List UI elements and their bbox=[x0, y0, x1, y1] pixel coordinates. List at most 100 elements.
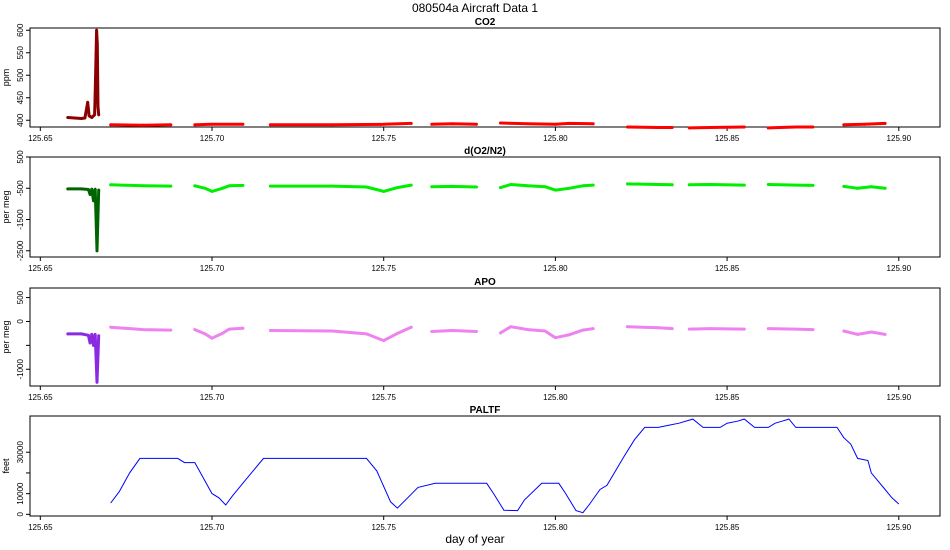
data-point bbox=[794, 327, 798, 331]
data-point bbox=[842, 123, 846, 127]
data-point bbox=[543, 329, 547, 333]
data-point bbox=[109, 325, 113, 329]
data-segment bbox=[626, 182, 674, 187]
x-tick-label: 125.70 bbox=[200, 523, 225, 532]
data-point bbox=[87, 188, 90, 191]
y-tick-label: 500 bbox=[16, 150, 25, 164]
data-point bbox=[567, 122, 571, 125]
y-tick-label: -1500 bbox=[16, 209, 25, 230]
data-point bbox=[670, 327, 674, 330]
data-point bbox=[93, 187, 97, 191]
data-point bbox=[657, 183, 660, 186]
data-point bbox=[451, 185, 454, 188]
panel-3: APO per meg 125.65 125.70 125.75 125.80 125.85… bbox=[1, 277, 941, 402]
data-segment bbox=[109, 325, 173, 332]
data-point bbox=[80, 332, 83, 336]
x-tick-label: 125.80 bbox=[543, 393, 568, 402]
y-tick-label: 500 bbox=[16, 68, 25, 82]
data-point bbox=[193, 123, 197, 127]
data-segment bbox=[430, 122, 478, 126]
data-segment bbox=[430, 184, 478, 189]
x-tick-label: 125.90 bbox=[887, 393, 912, 402]
data-point bbox=[203, 186, 207, 190]
data-point bbox=[169, 123, 173, 127]
data-point bbox=[210, 336, 214, 340]
data-point bbox=[330, 329, 334, 333]
y-tick-label: 500 bbox=[16, 290, 25, 304]
data-point bbox=[581, 328, 585, 332]
plot-frame bbox=[29, 415, 941, 517]
data-point bbox=[73, 116, 76, 120]
panel-2: d(O2/N2) per meg 125.65 125.70 125.75 125.80 1… bbox=[1, 146, 941, 273]
data-point bbox=[90, 333, 94, 336]
data-segment bbox=[687, 125, 746, 130]
x-tick-label: 125.75 bbox=[371, 523, 396, 532]
y-tick-label: -500 bbox=[16, 180, 25, 197]
data-point bbox=[591, 327, 595, 330]
data-segment bbox=[268, 183, 413, 193]
y-tick-label: 600 bbox=[16, 23, 25, 37]
data-point bbox=[766, 183, 770, 186]
data-segment bbox=[268, 325, 413, 343]
y-axis-label: per meg bbox=[1, 320, 11, 353]
data-point bbox=[708, 126, 712, 129]
x-axis-label: day of year bbox=[445, 532, 504, 546]
data-point bbox=[93, 113, 96, 117]
data-point bbox=[670, 126, 674, 129]
plot-frame bbox=[29, 27, 941, 128]
data-point bbox=[409, 122, 413, 125]
data-point bbox=[567, 333, 571, 337]
data-point bbox=[141, 328, 145, 331]
data-segment bbox=[842, 184, 887, 190]
data-point bbox=[269, 123, 272, 127]
data-point bbox=[883, 186, 887, 190]
data-segment bbox=[766, 125, 815, 130]
data-point bbox=[97, 188, 101, 192]
data-segment bbox=[626, 125, 674, 129]
data-point bbox=[141, 123, 145, 127]
panel-title: APO bbox=[474, 277, 496, 288]
data-point bbox=[109, 123, 113, 127]
data-point bbox=[92, 344, 95, 347]
x-tick-label: 125.85 bbox=[715, 134, 740, 143]
plot-frame bbox=[29, 287, 941, 387]
data-segment bbox=[66, 187, 101, 253]
data-point bbox=[526, 184, 530, 188]
data-point bbox=[687, 126, 691, 130]
data-point bbox=[430, 122, 434, 126]
data-point bbox=[708, 327, 712, 330]
data-point bbox=[567, 186, 571, 190]
data-point bbox=[526, 122, 530, 126]
data-segment bbox=[766, 183, 815, 187]
data-point bbox=[95, 42, 99, 46]
data-point bbox=[811, 184, 815, 187]
data-point bbox=[88, 193, 92, 196]
data-point bbox=[96, 105, 100, 109]
data-point bbox=[657, 326, 660, 330]
data-segment bbox=[193, 183, 245, 193]
y-axis-label: per meg bbox=[1, 190, 11, 223]
data-point bbox=[856, 186, 859, 190]
data-segment bbox=[109, 183, 173, 188]
data-point bbox=[499, 331, 502, 335]
data-point bbox=[626, 325, 629, 329]
data-point bbox=[80, 117, 83, 120]
data-point bbox=[109, 183, 113, 187]
x-tick-label: 125.80 bbox=[543, 134, 568, 143]
data-point bbox=[794, 125, 798, 129]
x-tick-label: 125.85 bbox=[715, 523, 740, 532]
data-point bbox=[365, 185, 368, 189]
data-segment bbox=[687, 183, 746, 187]
data-point bbox=[220, 332, 224, 335]
x-tick-label: 125.90 bbox=[887, 523, 912, 532]
data-point bbox=[811, 125, 815, 129]
series-line bbox=[110, 418, 900, 514]
x-tick-label: 125.75 bbox=[371, 264, 396, 273]
data-point bbox=[475, 122, 478, 126]
data-point bbox=[842, 329, 846, 333]
y-tick-label: -2500 bbox=[16, 240, 25, 261]
data-segment bbox=[626, 325, 674, 331]
data-point bbox=[241, 122, 245, 126]
data-point bbox=[269, 184, 272, 188]
x-tick-label: 125.65 bbox=[28, 523, 53, 532]
